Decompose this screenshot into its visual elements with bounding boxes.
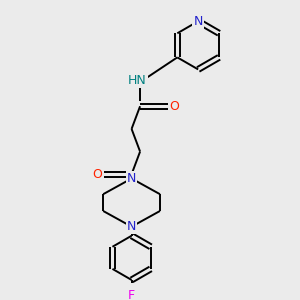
Text: F: F xyxy=(128,289,135,300)
Text: HN: HN xyxy=(128,74,147,87)
Text: N: N xyxy=(127,220,136,233)
Text: N: N xyxy=(194,15,203,28)
Text: O: O xyxy=(169,100,179,113)
Text: O: O xyxy=(93,168,103,181)
Text: N: N xyxy=(127,172,136,185)
